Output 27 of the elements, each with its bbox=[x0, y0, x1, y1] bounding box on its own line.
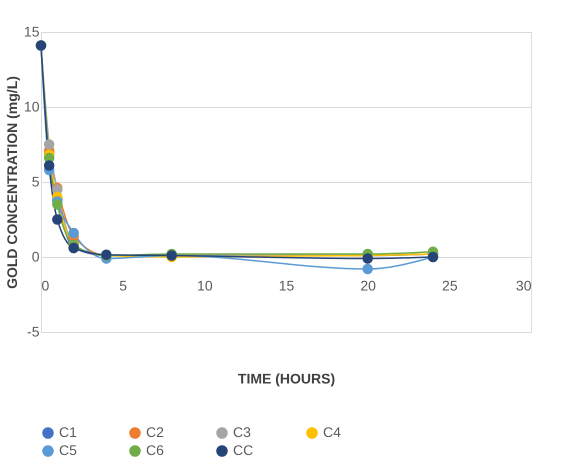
point bbox=[52, 214, 63, 225]
y-axis-title: GOLD CONCENTRATION (mg/L) bbox=[4, 76, 20, 289]
point bbox=[52, 199, 63, 210]
point bbox=[362, 253, 373, 264]
legend-label: C5 bbox=[59, 442, 78, 457]
y-tick-label: 15 bbox=[24, 24, 40, 40]
x-axis-title: TIME (HOURS) bbox=[238, 370, 336, 386]
legend-label: C2 bbox=[146, 424, 164, 440]
legend-label: C4 bbox=[323, 424, 342, 440]
y-tick-label: -5 bbox=[27, 324, 40, 340]
x-tick-label: 20 bbox=[360, 278, 376, 294]
y-tick-label: 0 bbox=[32, 248, 40, 264]
point bbox=[362, 264, 373, 274]
y-tick-label: 5 bbox=[32, 174, 40, 190]
x-tick-label: 25 bbox=[442, 278, 458, 294]
x-tick-label: 5 bbox=[119, 278, 128, 294]
point bbox=[68, 228, 79, 238]
legend-label: C6 bbox=[146, 442, 164, 457]
legend-label: CC bbox=[233, 442, 254, 457]
x-tick-label: 10 bbox=[197, 278, 213, 294]
legend-label: C1 bbox=[59, 424, 78, 440]
x-tick-label: 15 bbox=[278, 278, 294, 294]
y-tick-label: 10 bbox=[24, 98, 40, 114]
point bbox=[44, 160, 54, 171]
point bbox=[44, 139, 54, 150]
x-tick-label: 30 bbox=[516, 278, 532, 294]
legend-label: C3 bbox=[233, 424, 252, 440]
